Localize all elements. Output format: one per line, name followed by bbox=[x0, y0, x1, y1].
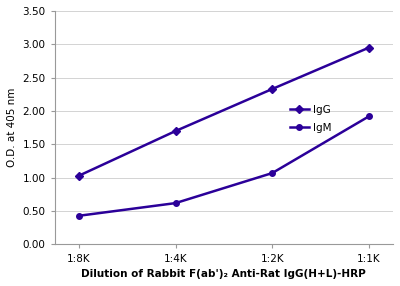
IgG bbox=[366, 46, 371, 49]
Line: IgG: IgG bbox=[76, 45, 372, 178]
IgG bbox=[76, 174, 81, 178]
IgM bbox=[173, 201, 178, 205]
IgM bbox=[366, 115, 371, 118]
Y-axis label: O.D. at 405 nm: O.D. at 405 nm bbox=[7, 88, 17, 167]
IgM bbox=[76, 214, 81, 217]
Line: IgM: IgM bbox=[76, 114, 372, 219]
X-axis label: Dilution of Rabbit F(ab')₂ Anti-Rat IgG(H+L)-HRP: Dilution of Rabbit F(ab')₂ Anti-Rat IgG(… bbox=[82, 269, 366, 279]
Legend: IgG, IgM: IgG, IgM bbox=[290, 105, 331, 133]
IgG bbox=[173, 129, 178, 133]
IgM bbox=[270, 171, 274, 175]
IgG bbox=[270, 87, 274, 91]
